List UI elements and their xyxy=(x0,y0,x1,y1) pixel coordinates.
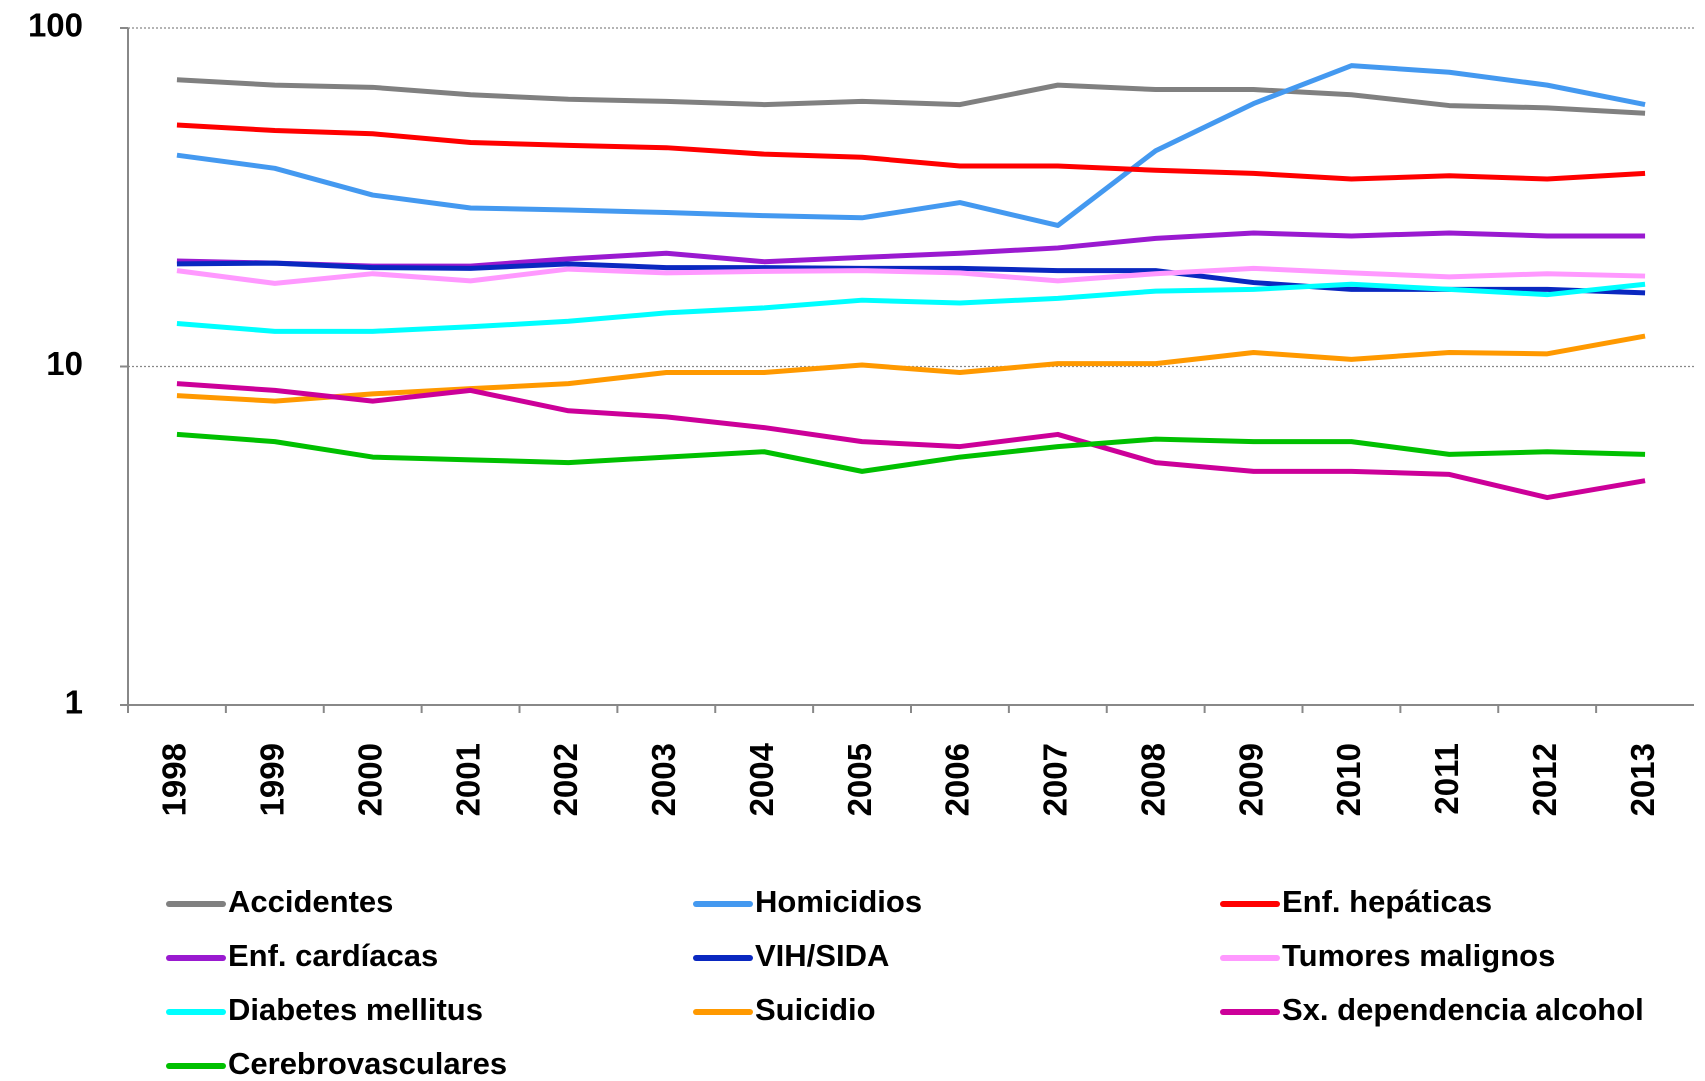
x-tick-label: 2006 xyxy=(939,743,976,816)
series-line xyxy=(176,265,1646,286)
x-tick-label: 2010 xyxy=(1330,743,1367,816)
series-line xyxy=(176,122,1646,182)
series-line xyxy=(176,333,1646,404)
legend-item: Diabetes mellitus xyxy=(166,992,483,1027)
x-tick-label: 2007 xyxy=(1037,743,1074,816)
x-tick-label: 1998 xyxy=(156,743,193,816)
legend-label: Enf. cardíacas xyxy=(228,938,438,973)
series-line xyxy=(176,260,1646,296)
legend-item: Enf. hepáticas xyxy=(1220,884,1492,919)
legend-label: VIH/SIDA xyxy=(755,938,889,973)
legend-label: Sx. dependencia alcohol xyxy=(1282,992,1644,1027)
legend-label: Suicidio xyxy=(755,992,876,1027)
x-tick-label: 2004 xyxy=(743,742,780,816)
x-tick-label: 2012 xyxy=(1526,743,1563,816)
legend-label: Tumores malignos xyxy=(1282,938,1555,973)
series-line xyxy=(176,63,1646,228)
legend-item: Cerebrovasculares xyxy=(166,1046,507,1081)
series-line xyxy=(176,431,1646,474)
y-tick-label: 1 xyxy=(65,684,83,721)
x-tick-label: 1999 xyxy=(254,743,291,816)
x-tick-label: 2011 xyxy=(1428,743,1465,815)
legend-item: Tumores malignos xyxy=(1220,938,1555,973)
legend-label: Diabetes mellitus xyxy=(228,992,483,1027)
y-tick-label: 100 xyxy=(28,7,83,44)
series-line xyxy=(176,381,1646,501)
legend-item: Sx. dependencia alcohol xyxy=(1220,992,1644,1027)
x-tick-label: 2009 xyxy=(1232,743,1269,816)
x-tick-label: 2013 xyxy=(1624,743,1661,816)
series-line xyxy=(176,281,1646,334)
legend-item: Homicidios xyxy=(693,884,922,919)
legend-item: VIH/SIDA xyxy=(693,938,889,973)
series-line xyxy=(176,77,1646,116)
legend-label: Accidentes xyxy=(228,884,393,919)
legend-item: Suicidio xyxy=(693,992,876,1027)
legend-label: Homicidios xyxy=(755,884,922,919)
x-tick-label: 2003 xyxy=(645,743,682,816)
x-tick-label: 2002 xyxy=(547,743,584,816)
series-line xyxy=(176,230,1646,269)
x-tick-label: 2008 xyxy=(1134,743,1171,816)
legend-label: Enf. hepáticas xyxy=(1282,884,1492,919)
legend-item: Enf. cardíacas xyxy=(166,938,438,973)
y-tick-label: 10 xyxy=(46,345,83,382)
x-tick-label: 2005 xyxy=(841,743,878,816)
x-tick-label: 2001 xyxy=(449,743,486,816)
legend-label: Cerebrovasculares xyxy=(228,1046,507,1081)
legend-item: Accidentes xyxy=(166,884,393,919)
x-tick-label: 2000 xyxy=(351,743,388,816)
